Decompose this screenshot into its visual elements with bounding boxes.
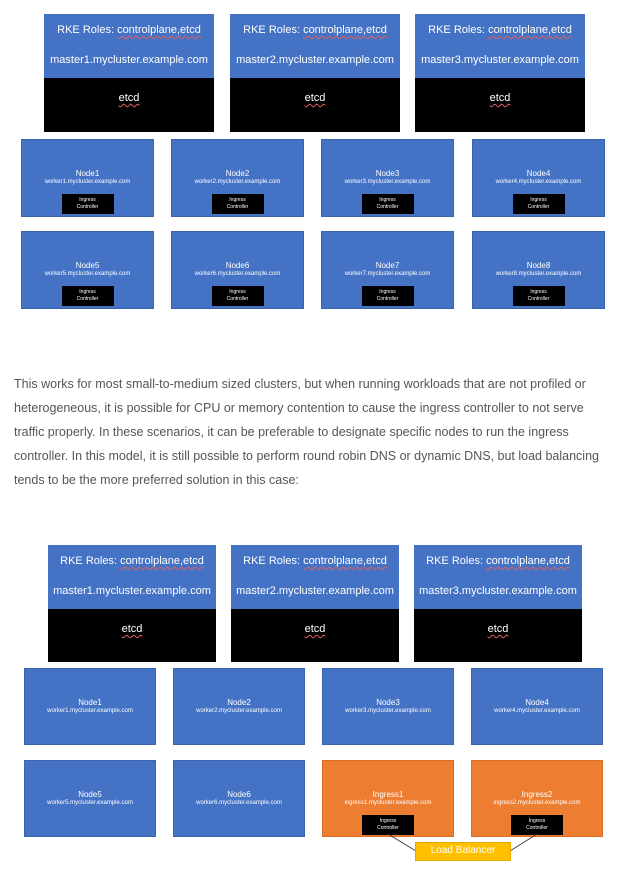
- roles-value: controlplane,etcd: [117, 24, 201, 36]
- ingress-controller: Ingress Controller: [512, 286, 565, 306]
- roles-prefix: RKE Roles:: [243, 24, 304, 36]
- ingress-controller: Ingress Controller: [512, 194, 565, 214]
- node-name: Node6: [227, 790, 251, 799]
- master-host: master2.mycluster.example.com: [236, 585, 394, 597]
- etcd-label: etcd: [121, 623, 143, 635]
- worker-node-1: Node1 worker1.mycluster.example.com Ingr…: [21, 139, 154, 217]
- node-host: worker4.mycluster.example.com: [495, 179, 582, 185]
- ingress-node-1: Ingress1 ingress1.mycluster.example.com …: [322, 760, 454, 837]
- node-name: Node4: [526, 169, 551, 178]
- worker-node-8: Node8 worker8.mycluster.example.com Ingr…: [472, 231, 605, 309]
- node-host: worker3.mycluster.example.com: [345, 708, 431, 714]
- worker-node-5: Node5 worker5.mycluster.example.com: [24, 760, 156, 837]
- ingress-controller: Ingress Controller: [511, 815, 563, 835]
- worker-node-6: Node6 worker6.mycluster.example.com Ingr…: [171, 231, 304, 309]
- node-host: worker2.mycluster.example.com: [196, 708, 282, 714]
- roles-value: controlplane,etcd: [488, 24, 572, 36]
- worker-node-7: Node7 worker7.mycluster.example.com Ingr…: [321, 231, 454, 309]
- node-host: worker7.mycluster.example.com: [344, 271, 431, 277]
- node-name: Node4: [525, 698, 549, 707]
- node-name: Node8: [526, 261, 551, 270]
- master-1-box: RKE Roles: controlplane,etcd master1.myc…: [44, 14, 214, 78]
- etcd-label: etcd: [489, 92, 511, 104]
- master-host: master3.mycluster.example.com: [419, 585, 577, 597]
- node-name: Node5: [75, 261, 100, 270]
- ingress-controller: Ingress Controller: [211, 194, 264, 214]
- node-name: Node2: [227, 698, 251, 707]
- roles-prefix: RKE Roles:: [426, 555, 487, 567]
- node-name: Node2: [225, 169, 250, 178]
- roles-value: controlplane,etcd: [303, 24, 387, 36]
- node-host: worker6.mycluster.example.com: [194, 271, 281, 277]
- etcd-2-box: etcd: [230, 78, 400, 132]
- etcd-3-box: etcd: [414, 609, 582, 662]
- ingress-controller: Ingress Controller: [61, 194, 114, 214]
- ingress-node-2: Ingress2 ingress2.mycluster.example.com …: [471, 760, 603, 837]
- roles-prefix: RKE Roles:: [243, 555, 304, 567]
- worker-node-3: Node3 worker3.mycluster.example.com Ingr…: [321, 139, 454, 217]
- master-host: master1.mycluster.example.com: [50, 54, 208, 66]
- master-host: master1.mycluster.example.com: [53, 585, 211, 597]
- worker-node-1: Node1 worker1.mycluster.example.com: [24, 668, 156, 745]
- node-host: worker4.mycluster.example.com: [494, 708, 580, 714]
- worker-node-3: Node3 worker3.mycluster.example.com: [322, 668, 454, 745]
- roles-value: controlplane,etcd: [486, 555, 570, 567]
- ingress-controller: Ingress Controller: [61, 286, 114, 306]
- node-host: ingress1.mycluster.example.com: [344, 800, 432, 806]
- roles-prefix: RKE Roles:: [57, 24, 118, 36]
- master-3-box: RKE Roles: controlplane,etcd master3.myc…: [414, 545, 582, 609]
- worker-node-6: Node6 worker6.mycluster.example.com: [173, 760, 305, 837]
- etcd-1-box: etcd: [44, 78, 214, 132]
- node-name: Node1: [78, 698, 102, 707]
- master-3-box: RKE Roles: controlplane,etcd master3.myc…: [415, 14, 585, 78]
- node-name: Ingress1: [372, 790, 404, 799]
- worker-node-2: Node2 worker2.mycluster.example.com: [173, 668, 305, 745]
- master-2-box: RKE Roles: controlplane,etcd master2.myc…: [231, 545, 399, 609]
- body-paragraph: This works for most small-to-medium size…: [14, 377, 599, 487]
- node-host: worker5.mycluster.example.com: [47, 800, 133, 806]
- etcd-label: etcd: [487, 623, 509, 635]
- worker-node-5: Node5 worker5.mycluster.example.com Ingr…: [21, 231, 154, 309]
- ingress-controller: Ingress Controller: [361, 286, 414, 306]
- worker-node-4: Node4 worker4.mycluster.example.com Ingr…: [472, 139, 605, 217]
- master-2-box: RKE Roles: controlplane,etcd master2.myc…: [230, 14, 400, 78]
- ingress-controller: Ingress Controller: [211, 286, 264, 306]
- node-name: Node3: [375, 169, 400, 178]
- node-host: worker5.mycluster.example.com: [44, 271, 131, 277]
- worker-node-2: Node2 worker2.mycluster.example.com Ingr…: [171, 139, 304, 217]
- node-host: worker6.mycluster.example.com: [196, 800, 282, 806]
- node-name: Node3: [376, 698, 400, 707]
- node-name: Node7: [375, 261, 400, 270]
- etcd-1-box: etcd: [48, 609, 216, 662]
- node-name: Node1: [75, 169, 100, 178]
- etcd-2-box: etcd: [231, 609, 399, 662]
- node-host: worker1.mycluster.example.com: [47, 708, 133, 714]
- node-name: Node6: [225, 261, 250, 270]
- roles-prefix: RKE Roles:: [428, 24, 489, 36]
- node-name: Node5: [78, 790, 102, 799]
- etcd-label: etcd: [304, 623, 326, 635]
- node-host: worker2.mycluster.example.com: [194, 179, 281, 185]
- roles-value: controlplane,etcd: [120, 555, 204, 567]
- ingress-controller: Ingress Controller: [361, 194, 414, 214]
- etcd-label: etcd: [304, 92, 326, 104]
- master-host: master3.mycluster.example.com: [421, 54, 579, 66]
- worker-node-4: Node4 worker4.mycluster.example.com: [471, 668, 603, 745]
- node-name: Ingress2: [521, 790, 553, 799]
- load-balancer-box: Load Balancer: [415, 842, 511, 861]
- node-host: worker1.mycluster.example.com: [44, 179, 131, 185]
- node-host: worker8.mycluster.example.com: [495, 271, 582, 277]
- master-host: master2.mycluster.example.com: [236, 54, 394, 66]
- etcd-label: etcd: [118, 92, 140, 104]
- ingress-controller: Ingress Controller: [362, 815, 414, 835]
- node-host: ingress2.mycluster.example.com: [493, 800, 581, 806]
- master-1-box: RKE Roles: controlplane,etcd master1.myc…: [48, 545, 216, 609]
- roles-value: controlplane,etcd: [303, 555, 387, 567]
- etcd-3-box: etcd: [415, 78, 585, 132]
- roles-prefix: RKE Roles:: [60, 555, 121, 567]
- node-host: worker3.mycluster.example.com: [344, 179, 431, 185]
